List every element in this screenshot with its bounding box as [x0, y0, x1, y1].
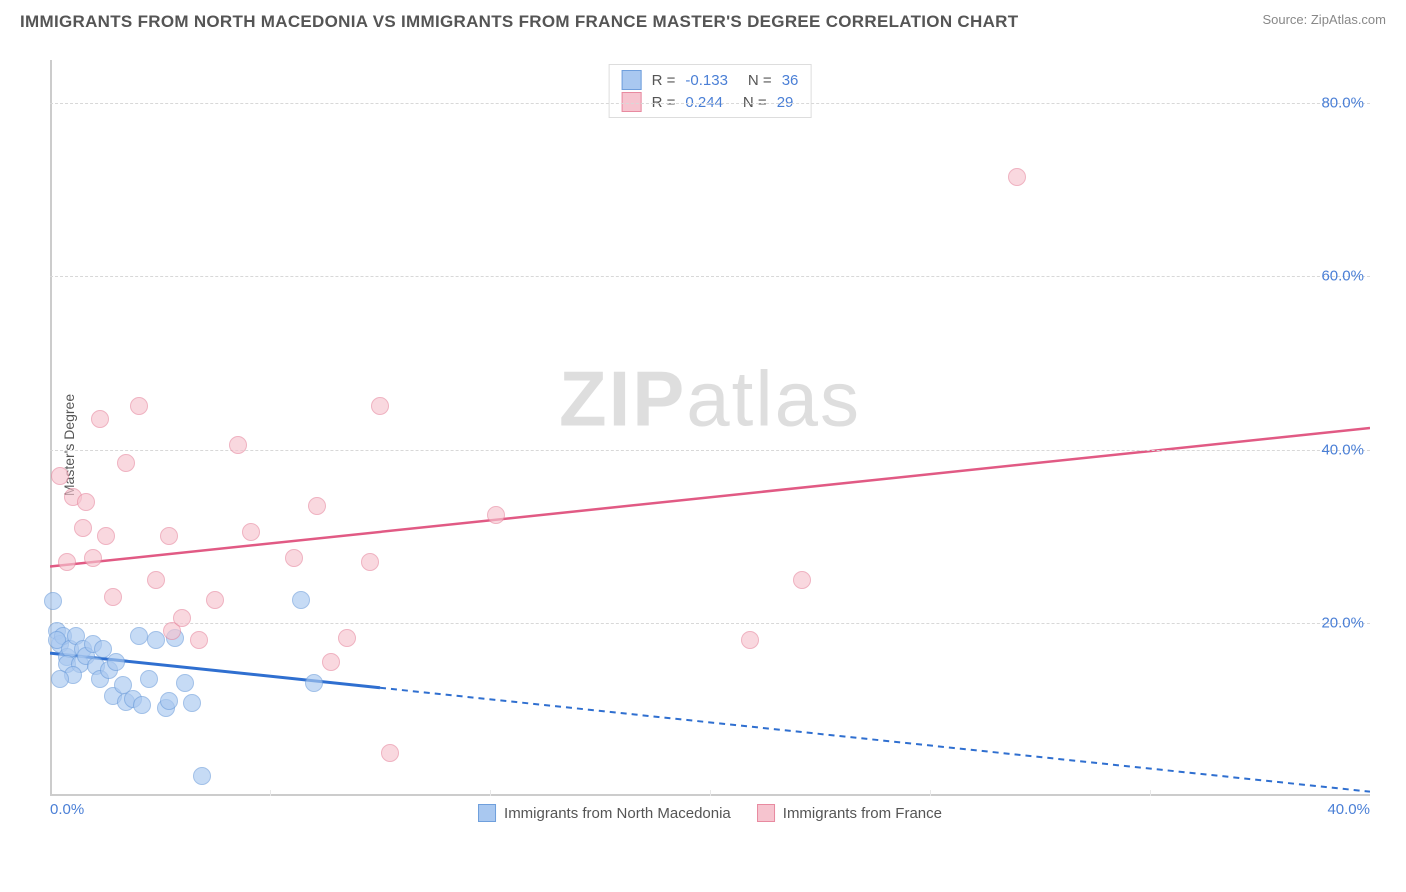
data-point — [361, 553, 379, 571]
watermark-light: atlas — [686, 354, 861, 442]
plot-region: ZIPatlas R = -0.133 N = 36 R = 0.244 N =… — [50, 60, 1370, 830]
data-point — [371, 397, 389, 415]
data-point — [130, 397, 148, 415]
data-point — [44, 592, 62, 610]
data-point — [77, 493, 95, 511]
grid-line-h — [50, 623, 1370, 624]
r-label: R = — [652, 72, 676, 89]
data-point — [229, 436, 247, 454]
grid-line-h — [50, 276, 1370, 277]
data-point — [97, 527, 115, 545]
watermark: ZIPatlas — [559, 353, 861, 444]
data-point — [84, 549, 102, 567]
data-point — [793, 571, 811, 589]
stats-row-s2: R = 0.244 N = 29 — [622, 91, 799, 113]
grid-tick-v — [930, 790, 931, 796]
n-value-s2: 29 — [777, 94, 794, 111]
grid-tick-v — [490, 790, 491, 796]
y-tick-label: 20.0% — [1321, 614, 1364, 631]
stats-row-s1: R = -0.133 N = 36 — [622, 69, 799, 91]
grid-tick-v — [710, 790, 711, 796]
y-tick-label: 80.0% — [1321, 95, 1364, 112]
data-point — [133, 696, 151, 714]
data-point — [308, 497, 326, 515]
stats-legend: R = -0.133 N = 36 R = 0.244 N = 29 — [609, 64, 812, 118]
data-point — [117, 454, 135, 472]
legend-swatch-s2 — [757, 804, 775, 822]
data-point — [173, 609, 191, 627]
data-point — [51, 670, 69, 688]
chart-title: IMMIGRANTS FROM NORTH MACEDONIA VS IMMIG… — [20, 12, 1018, 32]
data-point — [74, 519, 92, 537]
data-point — [130, 627, 148, 645]
data-point — [292, 591, 310, 609]
n-label: N = — [748, 72, 772, 89]
data-point — [176, 674, 194, 692]
n-value-s1: 36 — [782, 72, 799, 89]
data-point — [160, 692, 178, 710]
data-point — [104, 588, 122, 606]
n-label: N = — [743, 94, 767, 111]
data-point — [322, 653, 340, 671]
legend-swatch-s1 — [478, 804, 496, 822]
stats-swatch-s2 — [622, 92, 642, 112]
x-tick-label: 0.0% — [50, 801, 84, 818]
grid-tick-v — [270, 790, 271, 796]
stats-swatch-s1 — [622, 70, 642, 90]
r-value-s1: -0.133 — [685, 72, 728, 89]
data-point — [183, 694, 201, 712]
data-point — [741, 631, 759, 649]
data-point — [285, 549, 303, 567]
y-tick-label: 60.0% — [1321, 268, 1364, 285]
y-axis-line — [50, 60, 52, 796]
data-point — [147, 571, 165, 589]
watermark-bold: ZIP — [559, 354, 686, 442]
source-label: Source: ZipAtlas.com — [1262, 12, 1386, 27]
data-point — [487, 506, 505, 524]
grid-tick-v — [1150, 790, 1151, 796]
y-tick-label: 40.0% — [1321, 441, 1364, 458]
data-point — [206, 591, 224, 609]
x-tick-label: 40.0% — [1327, 801, 1370, 818]
x-axis-legend: Immigrants from North Macedonia Immigran… — [478, 804, 942, 822]
legend-label-s1: Immigrants from North Macedonia — [504, 805, 731, 822]
data-point — [147, 631, 165, 649]
data-point — [305, 674, 323, 692]
r-label: R = — [652, 94, 676, 111]
grid-line-h — [50, 450, 1370, 451]
data-point — [160, 527, 178, 545]
legend-item-s1: Immigrants from North Macedonia — [478, 804, 731, 822]
legend-label-s2: Immigrants from France — [783, 805, 942, 822]
source-prefix: Source: — [1262, 12, 1310, 27]
data-point — [242, 523, 260, 541]
data-point — [338, 629, 356, 647]
data-point — [51, 467, 69, 485]
data-point — [1008, 168, 1026, 186]
r-value-s2: 0.244 — [685, 94, 723, 111]
data-point — [190, 631, 208, 649]
data-point — [107, 653, 125, 671]
data-point — [140, 670, 158, 688]
data-point — [58, 553, 76, 571]
source-name: ZipAtlas.com — [1311, 12, 1386, 27]
data-point — [193, 767, 211, 785]
data-point — [381, 744, 399, 762]
legend-item-s2: Immigrants from France — [757, 804, 942, 822]
trend-lines-layer — [50, 60, 1370, 830]
data-point — [91, 410, 109, 428]
grid-line-h — [50, 103, 1370, 104]
chart-area: Master's Degree ZIPatlas R = -0.133 N = … — [40, 50, 1380, 840]
